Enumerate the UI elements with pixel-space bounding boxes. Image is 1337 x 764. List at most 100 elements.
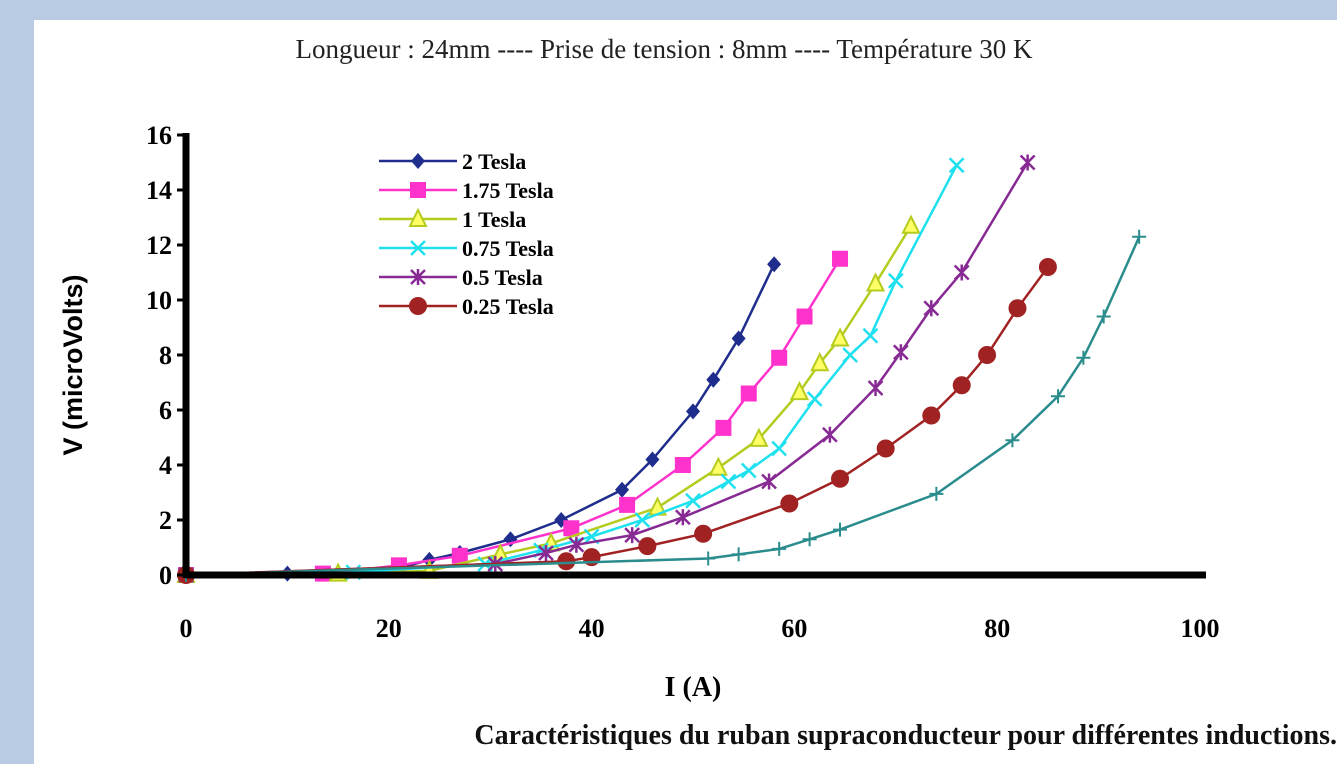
series-6-point-5 xyxy=(833,522,848,537)
series-1-point-7 xyxy=(715,419,732,436)
series-5-point-4 xyxy=(694,524,713,543)
series-2-point-11 xyxy=(865,272,886,292)
series-6-point-9 xyxy=(1076,350,1091,365)
series-3-point-12 xyxy=(862,327,879,344)
series-2-point-9 xyxy=(810,352,830,372)
series-6-point-3 xyxy=(772,541,787,556)
series-6-point-7 xyxy=(1005,433,1020,448)
series-6-point-1 xyxy=(701,551,716,566)
chart-panel: Longueur : 24mm ---- Prise de tension : … xyxy=(34,20,1337,764)
series-1-point-3 xyxy=(451,547,468,564)
legend-label-3: 0.75 Tesla xyxy=(462,236,554,261)
series-5-point-7 xyxy=(876,439,895,458)
series-5-point-5 xyxy=(780,494,799,513)
y-tick-label-0: 0 xyxy=(159,561,172,590)
legend-label-4: 0.5 Tesla xyxy=(462,265,543,290)
x-tick-label-0: 0 xyxy=(180,614,193,643)
x-tick-label-40: 40 xyxy=(579,614,605,643)
series-3-point-10 xyxy=(806,391,823,407)
x-tick-label-100: 100 xyxy=(1181,614,1220,643)
y-tick-label-12: 12 xyxy=(146,231,172,260)
series-5-point-11 xyxy=(1008,299,1027,318)
series-2-point-12 xyxy=(901,214,921,234)
y-tick-label-10: 10 xyxy=(146,286,172,315)
series-4-point-3 xyxy=(568,536,585,553)
series-5-point-8 xyxy=(922,406,941,425)
series-1-point-10 xyxy=(796,308,813,325)
series-5-point-9 xyxy=(952,376,971,395)
chart-caption: Caractéristiques du ruban supraconducteu… xyxy=(474,720,1337,751)
series-3-point-13 xyxy=(887,272,904,289)
series-6-point-2 xyxy=(731,547,746,562)
legend-label-0: 2 Tesla xyxy=(462,149,526,174)
series-6-point-10 xyxy=(1096,309,1111,324)
series-3-point-11 xyxy=(842,347,859,363)
series-4-point-12 xyxy=(1019,154,1036,171)
series-3-point-14 xyxy=(948,157,965,174)
legend-marker-1 xyxy=(410,182,426,198)
legend-marker-2 xyxy=(408,207,428,227)
series-0-point-10 xyxy=(706,371,721,388)
series-0-point-8 xyxy=(645,451,660,468)
legend-label-5: 0.25 Tesla xyxy=(462,294,554,319)
series-1-point-5 xyxy=(619,496,636,513)
y-tick-label-6: 6 xyxy=(159,396,172,425)
chart-header-title: Longueur : 24mm ---- Prise de tension : … xyxy=(295,34,1033,64)
series-4-point-11 xyxy=(953,264,970,281)
series-2-point-6 xyxy=(708,456,728,476)
series-1-point-11 xyxy=(832,250,849,267)
series-6-point-4 xyxy=(802,532,817,547)
x-tick-label-80: 80 xyxy=(984,614,1010,643)
series-3-point-5 xyxy=(634,512,651,528)
series-6-point-8 xyxy=(1051,389,1066,404)
series-2-point-10 xyxy=(830,327,850,347)
y-axis-title: V (microVolts) xyxy=(58,274,88,455)
series-1-point-6 xyxy=(674,457,691,473)
series-5-point-12 xyxy=(1038,258,1057,276)
chart-svg: 0 2 4 6 8 10 12 14 16 0 20 40 60 80 100 I (A) V (microVo… xyxy=(58,121,1220,703)
series-4-point-9 xyxy=(892,344,909,361)
series-0-point-11 xyxy=(731,330,746,347)
series-6-point-6 xyxy=(929,486,944,501)
series-4-point-4 xyxy=(624,527,641,544)
series-3-point-9 xyxy=(771,440,788,457)
series-0-point-12 xyxy=(767,256,782,273)
series-4-point-5 xyxy=(674,509,691,526)
series-1-point-4 xyxy=(563,520,580,537)
series-0-point-7 xyxy=(615,481,630,498)
series-5-point-3 xyxy=(638,537,657,556)
legend-label-2: 1 Tesla xyxy=(462,207,526,232)
legend-marker-5 xyxy=(409,297,427,315)
y-tick-label-16: 16 xyxy=(146,121,172,150)
series-1-point-9 xyxy=(771,349,788,366)
series-6-point-11 xyxy=(1132,229,1147,244)
series-4-point-2 xyxy=(538,545,554,561)
series-4-point-10 xyxy=(923,300,940,317)
series-3-line xyxy=(185,164,958,577)
series-2-point-8 xyxy=(789,380,810,401)
x-tick-label-20: 20 xyxy=(376,614,402,643)
series-3-point-8 xyxy=(740,462,757,479)
y-tick-label-8: 8 xyxy=(159,341,172,370)
x-tick-label-60: 60 xyxy=(781,614,807,643)
x-axis-title: I (A) xyxy=(665,672,722,703)
series-0-point-9 xyxy=(686,403,700,420)
legend-marker-4 xyxy=(410,269,426,285)
series-3-point-6 xyxy=(685,492,701,509)
series-5-point-10 xyxy=(978,346,997,364)
legend-marker-3 xyxy=(410,240,426,256)
series-5-point-6 xyxy=(831,469,850,488)
y-tick-label-4: 4 xyxy=(159,451,172,480)
series-2-line xyxy=(185,225,913,577)
legend-marker-0 xyxy=(411,153,425,169)
series-4-point-6 xyxy=(761,473,777,490)
legend-label-1: 1.75 Tesla xyxy=(462,178,554,203)
series-5-point-1 xyxy=(557,552,576,571)
series-2-point-7 xyxy=(749,427,769,447)
y-tick-label-14: 14 xyxy=(146,176,172,205)
series-1-point-8 xyxy=(740,385,757,402)
series-3-point-7 xyxy=(720,473,737,490)
y-tick-label-2: 2 xyxy=(159,506,172,535)
series-4-point-8 xyxy=(867,380,884,396)
series-4-point-7 xyxy=(822,426,838,443)
